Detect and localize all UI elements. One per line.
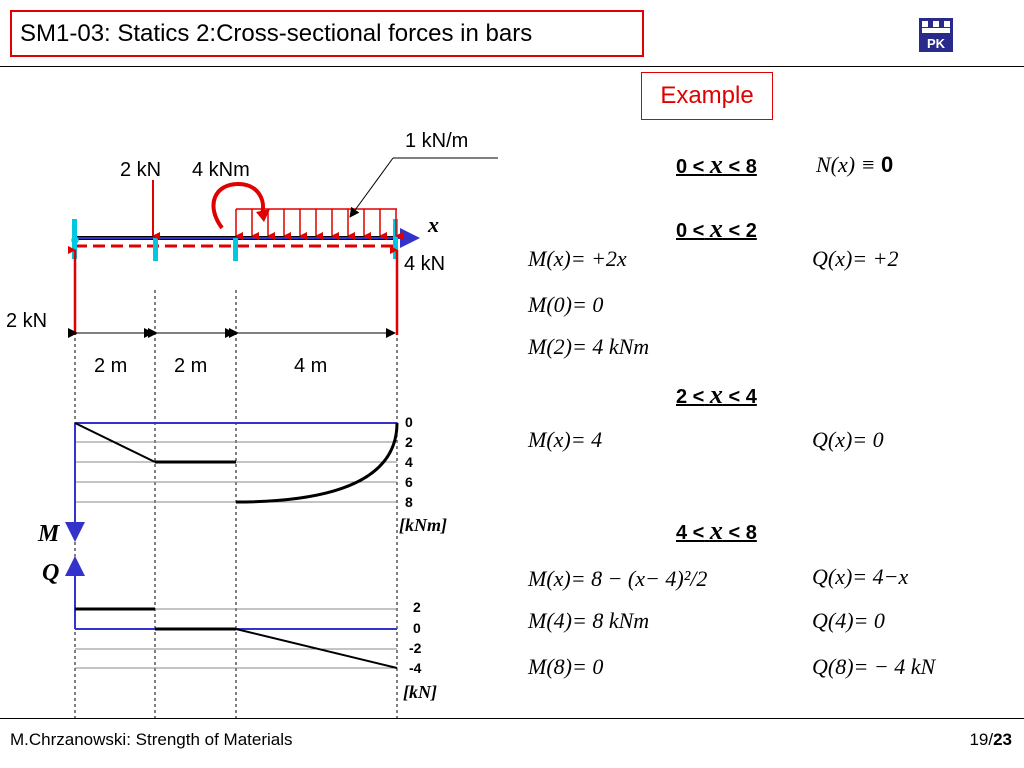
distributed-load bbox=[235, 208, 403, 240]
moment-at-4: M(4)= 8 kNm bbox=[528, 608, 650, 633]
segment-2-moment: M(x)= 4 bbox=[528, 427, 603, 452]
moment-scale-2: 2 bbox=[405, 434, 413, 450]
shear-at-4: Q(4)= 0 bbox=[812, 608, 885, 633]
header-divider bbox=[0, 66, 1024, 67]
moment-diagram: 0 2 4 6 8 [kNm] M bbox=[37, 414, 447, 547]
shear-at-8: Q(8)= − 4 kN bbox=[812, 654, 936, 679]
moment-curve-segment-1 bbox=[74, 422, 156, 463]
range-segment-2: 2 < x < 4 bbox=[676, 380, 757, 409]
beam bbox=[71, 219, 420, 261]
moment-scale-4: 4 bbox=[405, 454, 413, 470]
moment-axis-label: M bbox=[37, 521, 61, 547]
span-label-3: 4 m bbox=[294, 355, 327, 377]
segment-2-shear: Q(x)= 0 bbox=[812, 427, 884, 452]
logo-text: PK bbox=[927, 36, 946, 51]
example-label: Example bbox=[641, 72, 773, 120]
range-axial: 0 < x < 8 bbox=[676, 150, 757, 179]
footer-course-label: M.Chrzanowski: Strength of Materials bbox=[10, 730, 293, 749]
point-force-label: 2 kN bbox=[120, 159, 161, 181]
shear-scale-2: 2 bbox=[413, 599, 421, 615]
axial-force-formula: N(x) ≡ 0 bbox=[816, 152, 894, 177]
x-axis-label: x bbox=[427, 212, 439, 237]
moment-at-2: M(2)= 4 kNm bbox=[528, 334, 650, 359]
shear-diagram: 2 0 -2 -4 [kN] Q bbox=[42, 556, 437, 702]
segment-1-shear: Q(x)= +2 bbox=[812, 246, 899, 271]
range-segment-3: 4 < x < 8 bbox=[676, 516, 757, 545]
moment-arrow bbox=[211, 181, 265, 230]
footer-divider bbox=[0, 718, 1024, 719]
moment-curve-segment-3 bbox=[235, 422, 399, 504]
shear-scale-neg2: -2 bbox=[409, 640, 422, 656]
slide-title: SM1-03: Statics 2:Cross-sectional forces… bbox=[10, 10, 644, 57]
moment-scale-8: 8 bbox=[405, 494, 413, 510]
left-reaction-label: 2 kN bbox=[6, 310, 47, 332]
segment-3-moment: M(x)= 8 − (x− 4)²/2 bbox=[528, 566, 708, 591]
moment-unit: [kNm] bbox=[399, 515, 447, 535]
distributed-load-label: 1 kN/m bbox=[405, 130, 468, 152]
beam-diagram: x 2 kN 4 kNm 1 kN/m 2 kN 4 kN 2 m 2 m 4 … bbox=[6, 130, 498, 720]
moment-scale-0: 0 bbox=[405, 414, 413, 430]
moment-scale-6: 6 bbox=[405, 474, 413, 490]
span-label-2: 2 m bbox=[174, 355, 207, 377]
guide-lines bbox=[74, 290, 398, 720]
shear-scale-neg4: -4 bbox=[409, 660, 422, 676]
segment-3-shear: Q(x)= 4−x bbox=[812, 564, 909, 589]
university-logo: PK bbox=[919, 18, 953, 52]
right-reaction-label: 4 kN bbox=[404, 253, 445, 275]
range-segment-1: 0 < x < 2 bbox=[676, 214, 757, 243]
moment-at-0: M(0)= 0 bbox=[528, 292, 604, 317]
page-total: 23 bbox=[993, 730, 1012, 749]
span-label-1: 2 m bbox=[94, 355, 127, 377]
shear-unit: [kN] bbox=[403, 682, 437, 702]
page-current: 19/ bbox=[969, 730, 994, 749]
moment-at-8: M(8)= 0 bbox=[528, 654, 604, 679]
segment-1-moment: M(x)= +2x bbox=[528, 246, 627, 271]
shear-scale-0: 0 bbox=[413, 620, 421, 636]
shear-axis-label: Q bbox=[42, 560, 59, 586]
moment-label: 4 kNm bbox=[192, 159, 250, 181]
page-number: 19/23 bbox=[969, 730, 1012, 750]
shear-segment-3 bbox=[235, 628, 398, 669]
